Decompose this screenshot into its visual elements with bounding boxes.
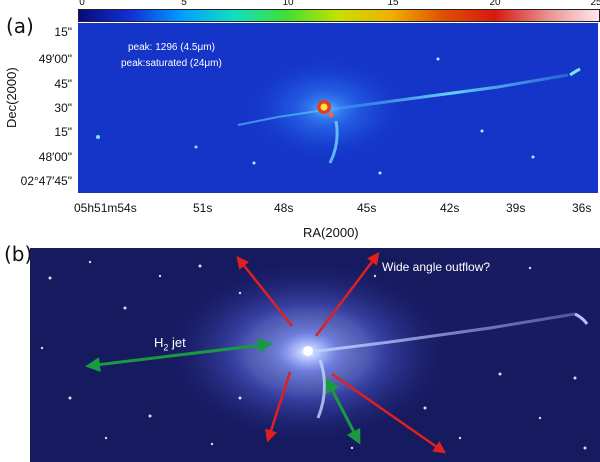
ra-tick-label: 42s: [440, 201, 460, 215]
dec-tick-label: 45": [54, 77, 72, 91]
colorbar-tick-label: 25: [590, 0, 600, 8]
peak-annotation-24um: peak:saturated (24μm): [121, 58, 222, 69]
panel-a-label: (a): [6, 14, 34, 38]
infrared-image-panel-b: [30, 248, 600, 462]
ra-tick-label: 05h51m54s: [74, 201, 137, 215]
dec-tick-label: 48′00": [38, 150, 72, 164]
green-jet-arrows: [85, 337, 361, 445]
ra-tick-label: 45s: [357, 201, 377, 215]
wide-angle-outflow-label: Wide angle outflow?: [382, 260, 491, 274]
dec-tick-label: 15": [54, 125, 72, 139]
colorbar-tick-label: 5: [181, 0, 187, 8]
colorbar: [78, 9, 600, 22]
ra-tick-label: 51s: [193, 201, 213, 215]
colorbar-ticks: 0 5 10 15 20 25: [78, 0, 600, 8]
peak-annotation-4-5um: peak: 1296 (4.5μm): [128, 42, 215, 53]
dec-tick-label: 30": [54, 101, 72, 115]
colorbar-tick-label: 15: [387, 0, 399, 8]
infrared-image-panel-a: [78, 23, 598, 193]
ra-tick-label: 48s: [274, 201, 294, 215]
ra-tick-label: 36s: [572, 201, 592, 215]
dec-tick-label: 15": [54, 25, 72, 39]
ra-tick-label: 39s: [506, 201, 526, 215]
ra-axis-title: RA(2000): [303, 225, 359, 240]
dec-tick-label: 02°47′45": [20, 174, 72, 188]
jet-label: H2 jet: [154, 335, 186, 353]
dec-axis-title: Dec(2000): [4, 67, 19, 128]
colorbar-tick-label: 10: [282, 0, 294, 8]
colorbar-tick-label: 20: [489, 0, 501, 8]
dec-tick-label: 49′00": [38, 52, 72, 66]
colorbar-tick-label: 0: [79, 0, 85, 8]
panel-b-label: (b): [4, 242, 33, 266]
